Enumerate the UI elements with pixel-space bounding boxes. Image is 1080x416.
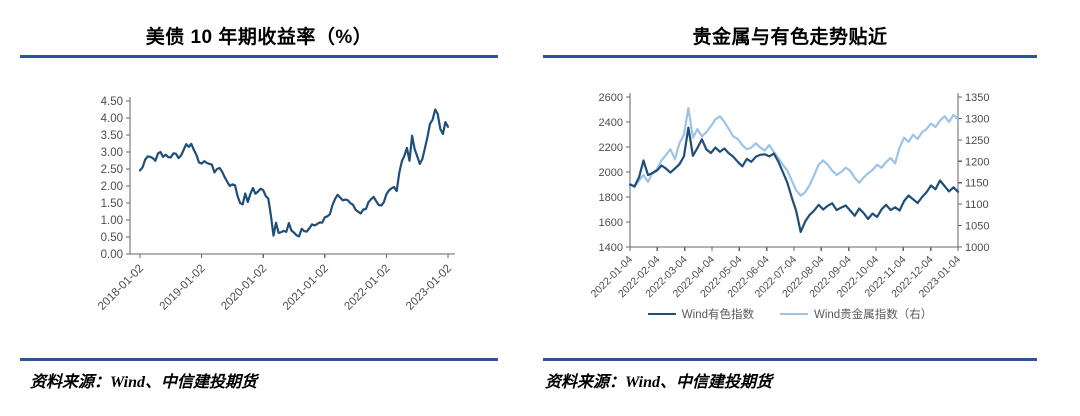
svg-text:1150: 1150	[965, 178, 989, 190]
svg-text:4.50: 4.50	[101, 96, 123, 108]
metals-chart: 2600 2400 2200 2000 1800 1600 1400 1350 1300 1250…	[589, 92, 990, 300]
svg-text:2022-01-02: 2022-01-02	[342, 263, 392, 313]
svg-text:1250: 1250	[965, 135, 989, 147]
svg-text:1200: 1200	[965, 156, 989, 168]
svg-text:2200: 2200	[599, 142, 623, 154]
svg-text:1000: 1000	[965, 242, 989, 254]
svg-text:0.50: 0.50	[101, 232, 123, 244]
svg-text:1600: 1600	[599, 217, 623, 229]
svg-text:1050: 1050	[965, 221, 989, 233]
legend-label-precious: Wind贵金属指数（右）	[814, 309, 933, 321]
legend-item-nonferrous: Wind有色指数	[647, 306, 754, 322]
legend: Wind有色指数 Wind贵金属指数（右）	[543, 306, 1037, 322]
source-text-left: 资料来源：Wind、中信建投期货	[30, 374, 257, 391]
svg-text:1.50: 1.50	[101, 198, 123, 210]
svg-text:2400: 2400	[599, 117, 623, 129]
svg-text:2019-01-02: 2019-01-02	[158, 263, 208, 313]
title-divider-left	[20, 55, 498, 58]
source-divider-right	[543, 358, 1037, 361]
us10y-chart: 4.50 4.00 3.50 3.00 2.50 2.00 1.50 1.00 0.50 0.00…	[96, 96, 455, 313]
precious-line-swatch	[780, 313, 808, 315]
source-text-right: 资料来源：Wind、中信建投期货	[545, 374, 772, 391]
svg-text:1350: 1350	[965, 92, 989, 104]
svg-text:2000: 2000	[599, 167, 623, 179]
svg-text:3.50: 3.50	[101, 130, 123, 142]
legend-label-nonferrous: Wind有色指数	[681, 309, 754, 321]
svg-text:2600: 2600	[599, 92, 623, 104]
svg-text:2021-01-02: 2021-01-02	[281, 263, 331, 313]
svg-text:1800: 1800	[599, 192, 623, 204]
svg-text:2.00: 2.00	[101, 181, 123, 193]
nonferrous-line-swatch	[647, 313, 676, 315]
svg-text:2018-01-02: 2018-01-02	[96, 263, 146, 313]
svg-text:3.00: 3.00	[101, 147, 123, 159]
title-divider-right	[543, 55, 1037, 58]
svg-text:0.00: 0.00	[101, 249, 123, 261]
chart-title-metals: 贵金属与有色走势贴近	[692, 27, 888, 48]
svg-text:1300: 1300	[965, 113, 989, 125]
svg-text:4.00: 4.00	[101, 113, 123, 125]
svg-text:1.00: 1.00	[101, 215, 123, 227]
svg-text:1400: 1400	[599, 242, 623, 254]
svg-text:2023-01-02: 2023-01-02	[404, 263, 454, 313]
svg-text:2.50: 2.50	[101, 164, 123, 176]
svg-text:1100: 1100	[965, 199, 989, 211]
svg-text:2020-01-02: 2020-01-02	[219, 263, 269, 313]
source-divider-left	[20, 358, 498, 361]
chart-title-us10y: 美债 10 年期收益率（%）	[145, 27, 373, 48]
legend-item-precious: Wind贵金属指数（右）	[780, 306, 932, 322]
